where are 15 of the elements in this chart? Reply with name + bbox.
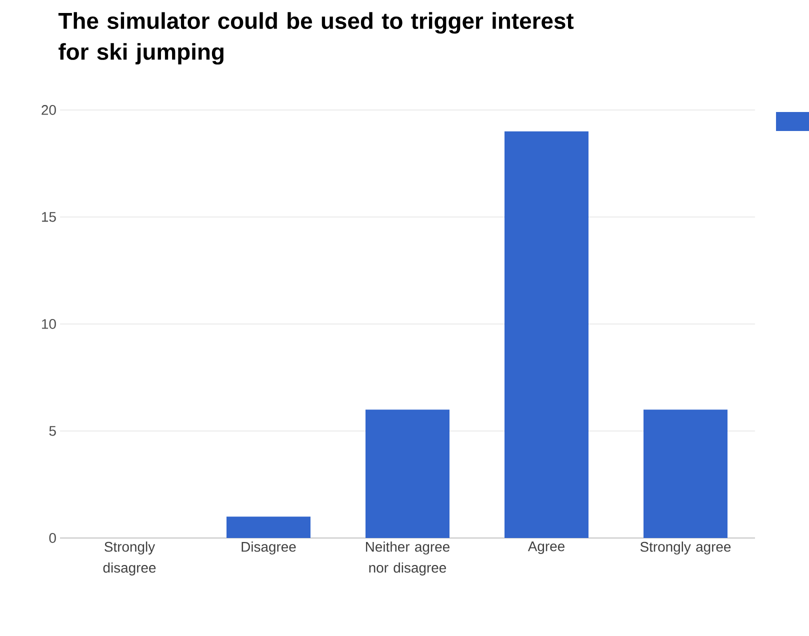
chart-title: The simulator could be used to trigger interest for ski jumping [58, 12, 574, 65]
x-tick-label: Agree [528, 542, 564, 554]
x-tick-label: Strongly disagree [103, 542, 156, 576]
y-tick-label: 15 [42, 212, 56, 222]
bar [644, 410, 728, 538]
x-tick-label: Neither agree nor disagree [366, 542, 450, 576]
y-tick-label: 0 [49, 533, 56, 543]
bar [504, 131, 589, 538]
bar [366, 410, 450, 538]
x-tick-label: Strongly agree [640, 542, 731, 555]
bar [226, 516, 310, 538]
y-tick-label: 10 [42, 319, 56, 329]
y-tick-label: 20 [42, 105, 56, 115]
y-tick-label: 5 [49, 426, 56, 436]
x-tick-label: Disagree [242, 542, 296, 555]
